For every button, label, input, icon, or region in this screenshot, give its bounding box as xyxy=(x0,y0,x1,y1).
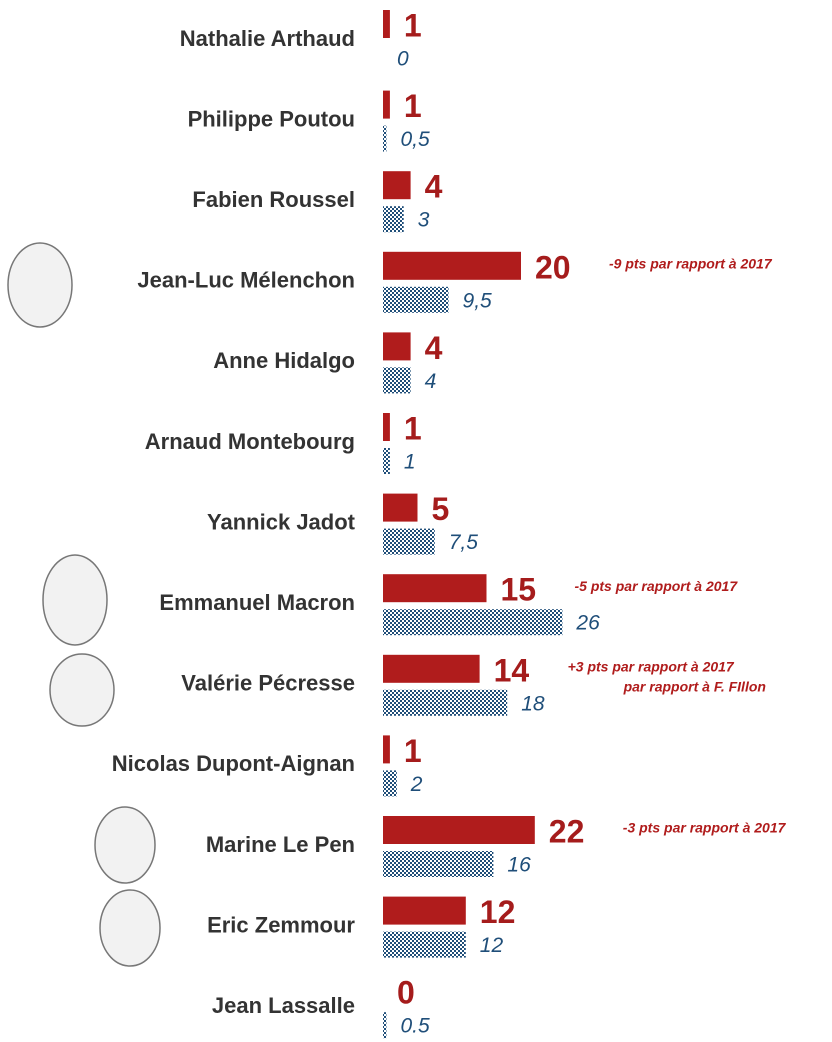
bar xyxy=(383,529,435,555)
value-label: 7,5 xyxy=(449,531,479,554)
chart: Nathalie Arthaud 1 0 Philippe Poutou 1 0,5 Fab… xyxy=(0,0,832,1042)
annotation: -9 pts par rapport à 2017 xyxy=(609,256,773,272)
category-label: Fabien Roussel xyxy=(192,187,355,212)
value-label: 12 xyxy=(480,894,516,930)
bar xyxy=(383,206,404,232)
value-label: 4 xyxy=(425,169,443,205)
category-label: Anne Hidalgo xyxy=(213,348,355,373)
category-label: Philippe Poutou xyxy=(188,106,355,131)
bar xyxy=(383,10,390,38)
bar xyxy=(383,1012,386,1038)
annotation: par rapport à F. FIllon xyxy=(623,679,766,695)
value-label: 12 xyxy=(480,934,504,957)
category-label: Emmanuel Macron xyxy=(159,590,355,615)
value-label: 1 xyxy=(404,410,422,446)
value-label: 1 xyxy=(404,88,422,124)
bar xyxy=(383,413,390,441)
bar xyxy=(383,816,535,844)
bar xyxy=(383,690,507,716)
category-label: Nathalie Arthaud xyxy=(180,26,355,51)
value-label: 26 xyxy=(575,612,600,635)
value-label: 2 xyxy=(410,773,423,796)
value-label: 5 xyxy=(432,491,450,527)
value-label: 1 xyxy=(404,7,422,43)
annotation: +3 pts par rapport à 2017 xyxy=(568,659,735,675)
bar xyxy=(383,655,480,683)
portrait xyxy=(95,807,155,883)
portrait xyxy=(50,654,114,726)
value-label: 15 xyxy=(501,572,537,608)
annotation: -3 pts par rapport à 2017 xyxy=(623,820,787,836)
category-label: Marine Le Pen xyxy=(206,832,355,857)
value-label: 20 xyxy=(535,249,571,285)
bar xyxy=(383,574,487,602)
category-label: Nicolas Dupont-Aignan xyxy=(112,751,355,776)
bar xyxy=(383,851,493,877)
value-label: 9,5 xyxy=(463,289,493,312)
bar xyxy=(383,897,466,925)
annotation: -5 pts par rapport à 2017 xyxy=(575,578,739,594)
bar xyxy=(383,494,418,522)
category-label: Jean Lassalle xyxy=(212,993,355,1018)
value-label: 0,5 xyxy=(400,128,430,151)
value-label: 14 xyxy=(494,652,530,688)
category-label: Valérie Pécresse xyxy=(181,671,355,696)
portraits xyxy=(8,243,160,966)
value-label: 0 xyxy=(397,975,415,1011)
bar xyxy=(383,126,386,152)
bar xyxy=(383,609,562,635)
value-label: 4 xyxy=(425,330,443,366)
bar xyxy=(383,252,521,280)
bar xyxy=(383,932,466,958)
portrait xyxy=(100,890,160,966)
value-label: 16 xyxy=(507,854,531,877)
bar xyxy=(383,171,411,199)
category-label: Arnaud Montebourg xyxy=(145,429,355,454)
bar xyxy=(383,91,390,119)
bar xyxy=(383,448,390,474)
bar xyxy=(383,770,397,796)
value-label: 1 xyxy=(404,451,416,474)
bar xyxy=(383,735,390,763)
value-label: 4 xyxy=(425,370,437,393)
value-label: 3 xyxy=(418,209,430,232)
value-label: 22 xyxy=(549,813,585,849)
bar xyxy=(383,332,411,360)
bar xyxy=(383,287,449,313)
value-label: 1 xyxy=(404,733,422,769)
category-label: Eric Zemmour xyxy=(207,912,355,937)
category-label: Jean-Luc Mélenchon xyxy=(137,268,355,293)
category-label: Yannick Jadot xyxy=(207,509,356,534)
value-label: 0.5 xyxy=(400,1015,430,1038)
portrait xyxy=(43,555,107,645)
bar xyxy=(383,367,411,393)
value-label: 18 xyxy=(521,692,545,715)
portrait xyxy=(8,243,72,327)
value-label: 0 xyxy=(397,48,409,71)
